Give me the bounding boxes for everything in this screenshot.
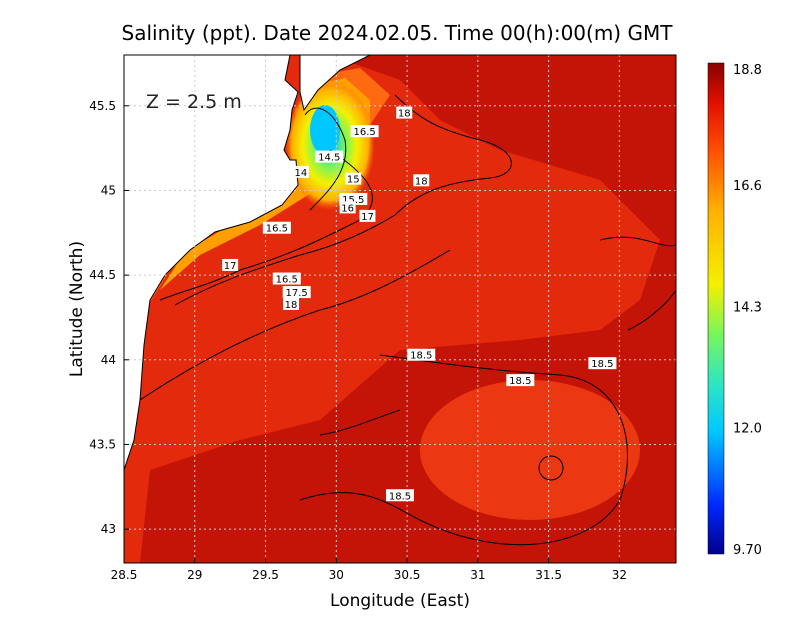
contour-label: 17.5 (286, 288, 308, 299)
land-mask (124, 55, 299, 471)
colorbar-labels: 18.8 16.6 14.3 12.0 9.70 (733, 63, 762, 558)
y-tick-label: 45.5 (89, 99, 116, 113)
colorbar-label: 18.8 (733, 63, 762, 78)
y-tick-label: 45 (101, 183, 116, 197)
y-tick-label: 43 (101, 522, 116, 536)
contour-label-box (292, 165, 309, 178)
plot-frame (123, 54, 677, 564)
y-tick-label: 43.5 (89, 437, 116, 451)
contour-label-box (359, 209, 376, 222)
x-axis-ticks: 28.5 29 29.5 30 30.5 31 31.5 32 (111, 558, 627, 582)
colorbar-label: 14.3 (733, 300, 762, 315)
grid-lines (124, 55, 676, 563)
contour-label-box (222, 258, 239, 271)
y-axis-label: Latitude (North) (67, 241, 87, 377)
contour-label-box (345, 172, 362, 185)
contour-label: 16.5 (266, 224, 288, 235)
contour-label: 18 (285, 300, 298, 311)
colorbar-label: 16.6 (733, 179, 762, 194)
x-tick-label: 30 (329, 568, 344, 582)
x-tick-label: 29 (187, 568, 202, 582)
contour-label: 14 (295, 168, 308, 179)
colorbar: 18.8 16.6 14.3 12.0 9.70 (707, 62, 762, 558)
x-axis-label: Longitude (East) (330, 591, 470, 611)
x-tick-label: 29.5 (252, 568, 279, 582)
plot-area: Z = 2.5 m 18 16.5 14.5 14 15 18 15.516 17 16.5 17… (124, 55, 676, 563)
contour-label-box (350, 125, 379, 138)
contour-label-box (396, 106, 413, 119)
contour-label: 18.5 (410, 351, 432, 362)
contour-label-box (272, 272, 301, 285)
contour-label: 16 (341, 203, 354, 214)
contour-label: 18 (398, 109, 411, 120)
contour-label: 14.5 (318, 153, 340, 164)
contour-label-box (339, 201, 356, 214)
contour-label: 17 (361, 212, 374, 223)
contour-label-box (407, 348, 436, 361)
land-mask-north (299, 55, 371, 112)
depth-label: Z = 2.5 m (146, 91, 242, 113)
contour-label-box (282, 286, 311, 299)
contour-label: 16.5 (353, 127, 375, 138)
contour-label: 18 (415, 176, 428, 187)
x-tick-label: 32 (612, 568, 627, 582)
x-tick-label: 30.5 (394, 568, 421, 582)
contour-label: 15 (347, 175, 360, 186)
y-tick-label: 44 (101, 353, 116, 367)
contour-lines (139, 94, 676, 546)
contour-label-box (506, 374, 535, 387)
plume-core (310, 105, 340, 155)
x-tick-label: 28.5 (111, 568, 138, 582)
y-tick-label: 44.5 (89, 268, 116, 282)
contour-label: 18.5 (389, 491, 411, 502)
x-tick-label: 31 (470, 568, 485, 582)
x-tick-label: 31.5 (535, 568, 562, 582)
contour-label: 18.5 (509, 376, 531, 387)
contour-label: 18.5 (591, 359, 613, 370)
chart-title: Salinity (ppt). Date 2024.02.05. Time 00… (122, 21, 674, 45)
contour-label-box (386, 489, 414, 502)
colorbar-label: 9.70 (733, 543, 762, 558)
contour-label-box (283, 297, 300, 310)
contour-label-box (315, 150, 344, 163)
y-axis-ticks: 43 43.5 44 44.5 45 45.5 (89, 99, 129, 536)
southern-eddy (420, 380, 640, 520)
contour-label: 15.5 (342, 195, 364, 206)
contour-label-box (588, 357, 617, 370)
contour-label-box (262, 221, 291, 234)
contour-label-box (413, 174, 430, 187)
contour-label: 17 (224, 261, 237, 272)
colorbar-gradient (707, 62, 725, 555)
colorbar-label: 12.0 (733, 422, 762, 437)
contour-label: 16.5 (276, 275, 298, 286)
